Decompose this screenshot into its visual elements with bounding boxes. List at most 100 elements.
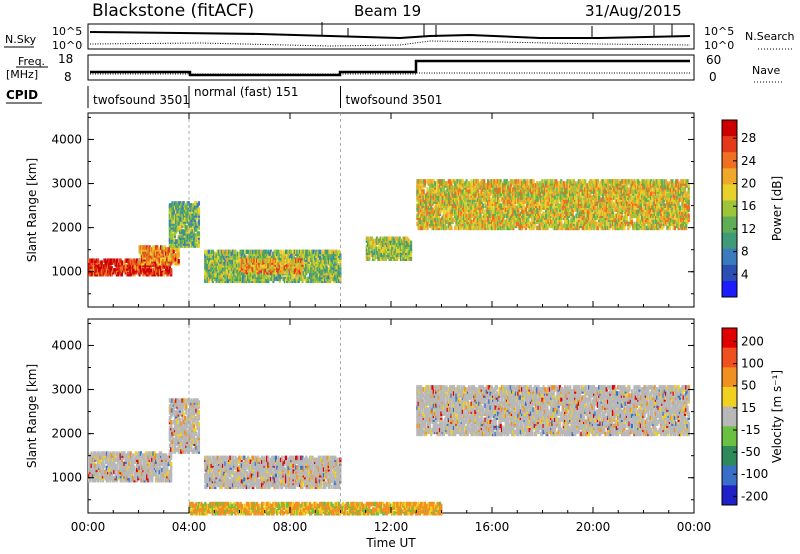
data-cell — [505, 185, 509, 190]
data-cell — [447, 179, 451, 184]
data-cell — [268, 251, 271, 257]
data-cell — [584, 187, 587, 192]
data-cell — [182, 229, 185, 234]
data-cell — [635, 179, 639, 184]
data-cell — [565, 181, 568, 186]
data-cell — [177, 201, 180, 206]
data-cell — [616, 213, 620, 219]
data-cell — [436, 185, 439, 190]
data-cell — [507, 209, 510, 214]
data-cell — [528, 179, 531, 184]
data-cell — [447, 197, 451, 202]
data-cell — [446, 199, 449, 204]
data-cell — [310, 253, 313, 258]
data-cell — [509, 209, 512, 214]
data-cell — [171, 253, 174, 258]
data-cell — [233, 276, 236, 282]
data-cell — [567, 219, 570, 225]
data-cell — [293, 258, 296, 263]
data-cell — [311, 249, 314, 255]
data-cell — [297, 249, 300, 255]
data-cell — [565, 223, 568, 229]
data-cell — [596, 193, 599, 198]
data-cell — [481, 221, 485, 227]
data-cell — [500, 225, 504, 231]
data-cell — [623, 209, 626, 214]
data-cell — [218, 255, 221, 260]
data-cell — [509, 195, 512, 200]
data-cell — [305, 270, 308, 276]
data-cell — [465, 205, 468, 210]
data-cell — [161, 258, 164, 263]
data-cell — [138, 264, 141, 269]
data-cell — [183, 217, 187, 222]
data-cell — [618, 191, 621, 196]
data-cell — [608, 203, 611, 208]
data-cell — [539, 213, 543, 219]
data-cell — [117, 271, 120, 277]
data-cell — [319, 261, 322, 266]
data-cell — [173, 205, 177, 210]
data-cell — [258, 276, 261, 282]
data-cell — [173, 201, 177, 206]
data-cell — [450, 181, 453, 186]
data-cell — [599, 181, 602, 186]
data-cell — [598, 215, 601, 221]
data-cell — [422, 179, 425, 184]
data-cell — [457, 199, 461, 204]
data-cell — [512, 207, 515, 212]
data-cell — [191, 217, 194, 222]
data-cell — [183, 203, 187, 208]
data-cell — [111, 268, 115, 273]
data-cell — [471, 181, 474, 186]
data-cell — [582, 215, 586, 221]
data-cell — [216, 272, 219, 278]
data-cell — [548, 179, 552, 184]
data-cell — [465, 183, 468, 188]
data-cell — [585, 219, 588, 225]
data-cell — [165, 270, 168, 275]
data-cell — [470, 179, 473, 184]
data-cell — [595, 193, 598, 198]
data-cell — [210, 253, 213, 258]
data-cell — [462, 183, 466, 188]
data-cell — [542, 211, 545, 217]
data-cell — [173, 231, 177, 236]
data-cell — [276, 276, 279, 282]
data-cell — [189, 229, 192, 234]
data-cell — [216, 249, 219, 255]
data-cell — [590, 211, 593, 217]
data-cell — [532, 209, 535, 214]
data-cell — [537, 201, 540, 206]
data-cell — [587, 195, 591, 200]
data-cell — [325, 272, 328, 278]
data-cell — [175, 223, 178, 228]
data-cell — [426, 179, 429, 184]
data-cell — [495, 209, 498, 214]
data-cell — [459, 199, 462, 204]
data-cell — [178, 217, 182, 222]
data-cell — [558, 189, 562, 194]
data-cell — [432, 217, 435, 223]
data-cell — [215, 253, 218, 258]
data-cell — [587, 199, 591, 204]
data-cell — [436, 179, 439, 184]
data-cell — [533, 195, 536, 200]
data-cell — [471, 219, 474, 225]
data-cell — [317, 249, 320, 255]
data-cell — [127, 271, 130, 277]
data-cell — [417, 185, 420, 190]
data-cell — [118, 262, 121, 267]
data-cell — [594, 199, 597, 204]
freq-bot: 8 — [64, 70, 72, 84]
data-cell — [337, 265, 341, 270]
data-cell — [178, 211, 182, 216]
data-cell — [577, 203, 581, 208]
data-cell — [577, 225, 581, 231]
data-cell — [555, 183, 558, 188]
data-cell — [430, 179, 433, 184]
data-cell — [627, 209, 630, 214]
data-cell — [579, 183, 582, 188]
data-cell — [310, 249, 313, 255]
